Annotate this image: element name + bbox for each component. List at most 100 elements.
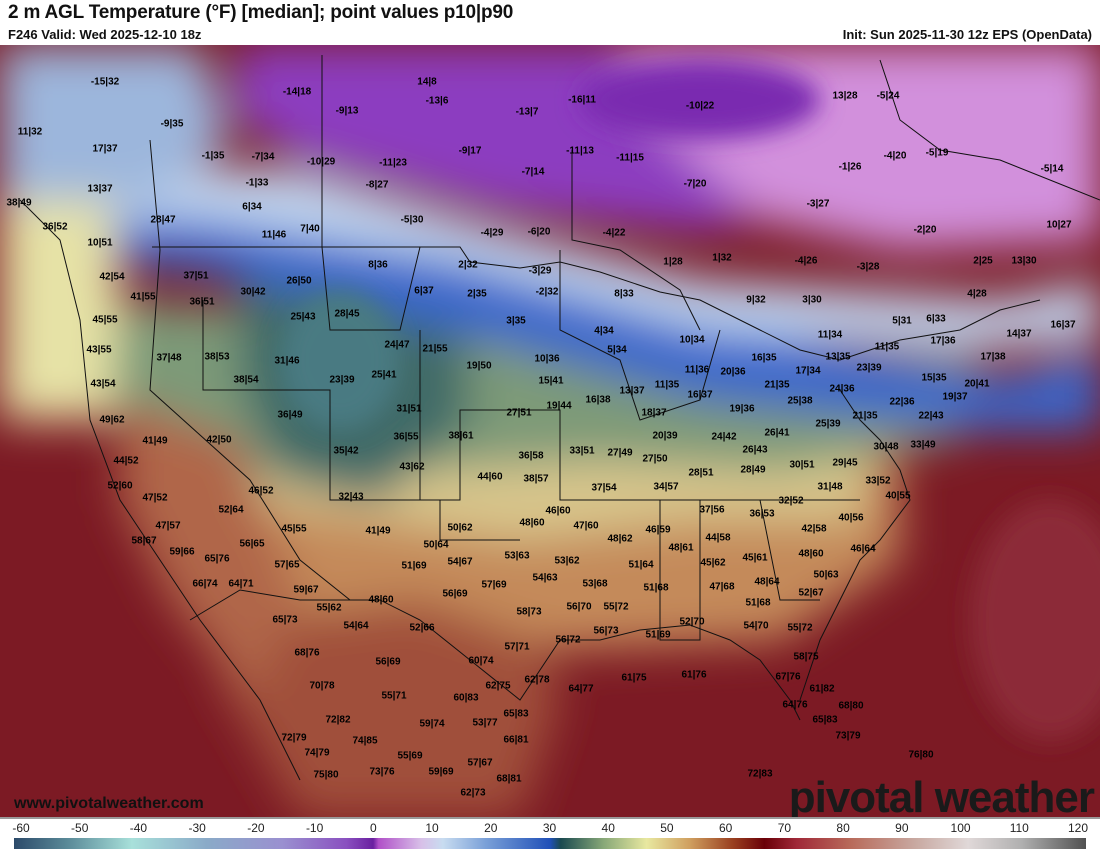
point-value-label: 59|74: [419, 718, 445, 730]
point-value-label: 65|76: [204, 553, 230, 565]
point-value-label: -5|19: [925, 147, 949, 159]
point-value-label: 27|50: [642, 453, 668, 465]
point-value-label: -3|29: [528, 265, 552, 277]
point-value-label: 47|60: [573, 520, 599, 532]
point-value-label: 10|36: [534, 353, 560, 365]
colorbar-tick-label: 20: [484, 821, 498, 835]
point-value-label: 1|28: [663, 256, 683, 268]
point-value-label: 19|37: [942, 391, 968, 403]
point-value-label: 21|55: [422, 343, 448, 355]
point-value-label: 6|33: [926, 313, 946, 325]
point-value-label: 45|55: [92, 314, 118, 326]
point-value-label: 38|61: [448, 430, 474, 442]
point-value-label: 38|53: [204, 351, 230, 363]
point-value-label: -11|13: [566, 145, 594, 157]
point-value-label: -4|20: [883, 150, 907, 162]
point-value-label: -5|24: [876, 90, 900, 102]
point-value-label: 67|76: [775, 671, 801, 683]
point-value-label: 56|73: [593, 625, 619, 637]
point-value-label: -2|20: [913, 224, 937, 236]
point-value-label: 32|43: [338, 491, 364, 503]
point-value-label: 74|85: [352, 735, 378, 747]
point-value-label: -4|22: [602, 227, 626, 239]
point-value-label: 64|77: [568, 683, 594, 695]
temperature-map[interactable]: -15|32 14|8 -14|18 -13|6 -9|13 -16|11 -10|22 13…: [0, 45, 1100, 817]
point-value-label: 73|76: [369, 766, 395, 778]
point-value-label: 42|58: [801, 523, 827, 535]
point-value-label: 52|67: [798, 587, 824, 599]
site-url[interactable]: www.pivotalweather.com: [14, 795, 204, 812]
point-value-label: 24|42: [711, 431, 737, 443]
point-value-label: 46|60: [545, 505, 571, 517]
point-value-label: 47|68: [709, 581, 735, 593]
point-value-label: -3|28: [856, 261, 880, 273]
point-value-label: 52|60: [107, 480, 133, 492]
point-value-label: 51|69: [645, 629, 671, 641]
point-value-label: 3|35: [506, 315, 526, 327]
point-value-label: -11|15: [616, 152, 644, 164]
point-value-label: 53|63: [504, 550, 530, 562]
point-value-label: 28|47: [150, 214, 176, 226]
point-value-label: 11|35: [874, 341, 900, 353]
point-value-label: 10|51: [87, 237, 113, 249]
point-value-label: 37|51: [183, 270, 209, 282]
point-value-label: -9|17: [458, 145, 482, 157]
point-value-label: 36|55: [393, 431, 419, 443]
point-value-label: 28|51: [688, 467, 714, 479]
point-value-label: 43|54: [90, 378, 116, 390]
point-value-label: 48|61: [668, 542, 694, 554]
point-value-label: 75|80: [313, 769, 339, 781]
point-value-label: 55|69: [397, 750, 423, 762]
borders: [19, 55, 1100, 781]
point-value-label: 14|37: [1006, 328, 1032, 340]
point-value-label: 38|49: [6, 197, 32, 209]
colorbar-tick-label: 90: [895, 821, 909, 835]
point-value-label: 43|55: [86, 344, 112, 356]
point-value-label: 65|83: [503, 708, 529, 720]
point-value-label: 76|80: [908, 749, 934, 761]
point-value-label: 23|39: [329, 374, 355, 386]
point-value-label: 55|72: [787, 622, 813, 634]
point-value-label: 6|37: [414, 285, 434, 297]
colorbar-tick-label: -30: [188, 821, 206, 835]
point-value-label: 41|49: [142, 435, 168, 447]
point-value-label: 53|77: [472, 717, 498, 729]
point-value-label: 5|34: [607, 344, 627, 356]
point-value-label: 72|82: [325, 714, 351, 726]
point-value-label: 19|44: [546, 400, 572, 412]
point-value-label: 57|71: [504, 641, 530, 653]
point-value-label: 16|37: [1050, 319, 1076, 331]
point-value-label: 10|27: [1046, 219, 1072, 231]
point-value-label: -6|20: [527, 226, 551, 238]
point-value-label: -3|27: [806, 198, 830, 210]
point-value-label: 62|73: [460, 787, 486, 799]
colorbar-tick-label: 50: [660, 821, 674, 835]
point-value-label: 25|38: [787, 395, 813, 407]
point-value-label: -13|7: [515, 106, 539, 118]
point-value-label: -2|32: [535, 286, 559, 298]
point-value-label: -7|20: [683, 178, 707, 190]
point-value-label: 11|36: [684, 364, 710, 376]
colorbar-tick-label: -40: [129, 821, 148, 835]
point-value-label: 68|80: [838, 700, 864, 712]
point-value-label: 55|72: [603, 601, 629, 613]
point-value-label: 61|82: [809, 683, 835, 695]
point-value-label: 24|47: [384, 339, 410, 351]
point-value-label: 53|62: [554, 555, 580, 567]
point-value-label: 59|69: [428, 766, 454, 778]
point-value-label: 51|68: [745, 597, 771, 609]
point-value-label: 48|60: [798, 548, 824, 560]
point-value-label: 47|52: [142, 492, 168, 504]
point-value-label: 44|60: [477, 471, 503, 483]
point-value-label: 65|73: [272, 614, 298, 626]
point-value-label: 59|66: [169, 546, 195, 558]
point-value-label: 23|39: [856, 362, 882, 374]
point-value-label: 28|45: [334, 308, 360, 320]
point-value-label: 27|51: [506, 407, 532, 419]
point-value-label: 50|63: [813, 569, 839, 581]
point-value-label: 14|8: [417, 76, 437, 88]
point-value-label: 4|34: [594, 325, 614, 337]
point-value-label: 70|78: [309, 680, 335, 692]
point-value-label: 31|51: [396, 403, 422, 415]
colorbar-tick-label: 60: [718, 821, 733, 835]
